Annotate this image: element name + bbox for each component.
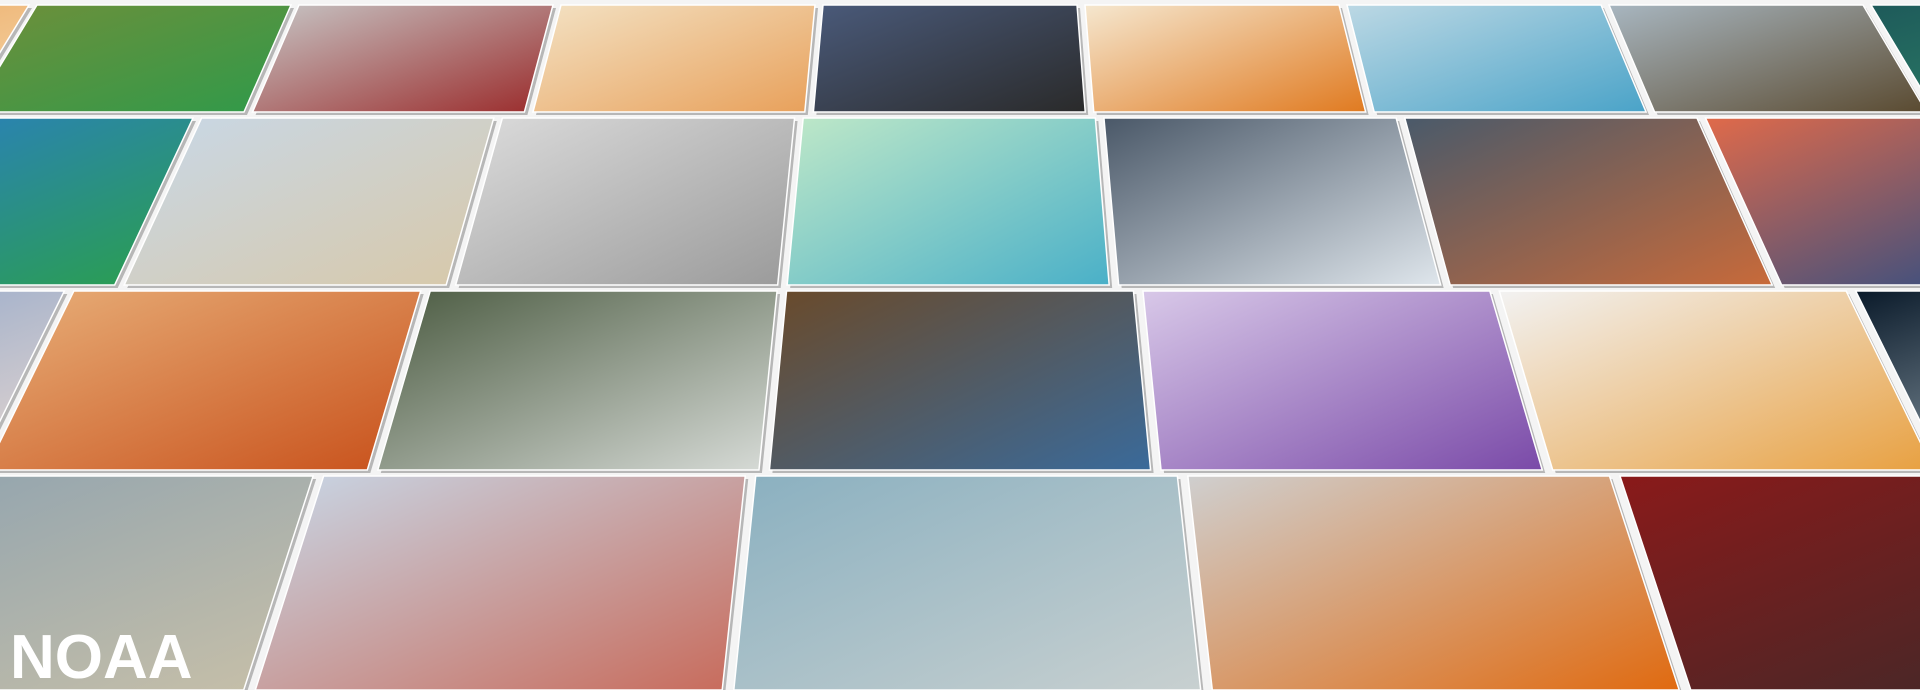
image-tile xyxy=(254,475,747,690)
image-tile xyxy=(812,4,1087,113)
image-tile xyxy=(786,117,1110,286)
image-tile xyxy=(1186,475,1680,690)
image-tile xyxy=(454,117,796,286)
image-tile xyxy=(0,290,66,423)
image-tile xyxy=(1498,290,1920,471)
image-tile xyxy=(0,4,293,113)
image-tile xyxy=(1084,4,1367,113)
image-tile xyxy=(1704,117,1920,286)
image-tile xyxy=(1142,290,1544,471)
image-tile xyxy=(251,4,554,113)
image-tile xyxy=(768,290,1152,471)
image-tile xyxy=(1103,117,1442,286)
image-tile xyxy=(0,4,31,54)
image-tile xyxy=(122,117,495,286)
image-tile xyxy=(733,475,1202,690)
image-tile xyxy=(0,290,422,471)
image-tile xyxy=(0,475,315,690)
image-tile xyxy=(1346,4,1648,113)
image-tile xyxy=(1869,4,1920,89)
image-tile xyxy=(0,117,195,286)
image-tile xyxy=(1403,117,1774,286)
image-tile xyxy=(1854,290,1920,423)
image-tile xyxy=(1607,4,1920,113)
image-tile xyxy=(376,290,778,471)
image-tile xyxy=(531,4,816,113)
image-tile xyxy=(1618,475,1920,690)
logo: NOAA xyxy=(10,623,193,690)
tile-grid xyxy=(0,4,1920,690)
